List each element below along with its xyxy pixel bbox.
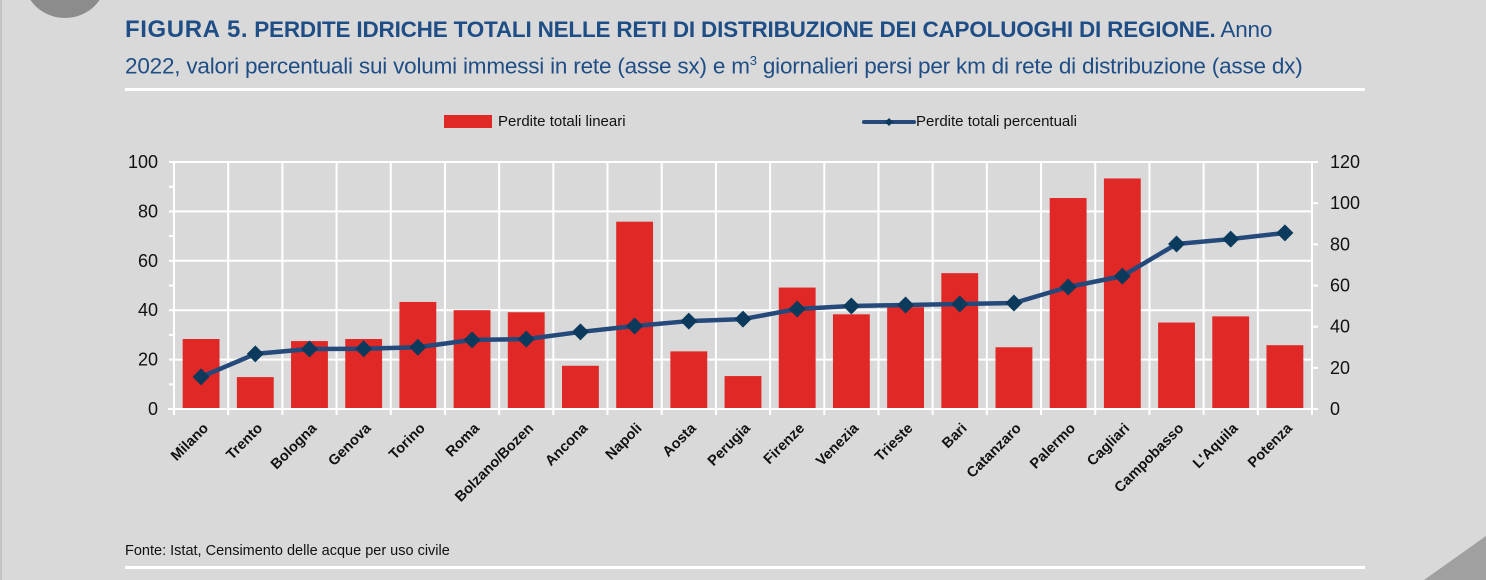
right-axis-tick-label: 60 (1330, 276, 1350, 296)
bar-perugia (724, 376, 762, 409)
left-axis-tick-label: 20 (138, 350, 158, 370)
marker-cagliari (1113, 267, 1131, 285)
bar-aosta (670, 351, 708, 409)
figure-label: FIGURA 5. (125, 16, 249, 43)
figure-main-title: PERDITE IDRICHE TOTALI NELLE RETI DI DIS… (254, 17, 1216, 42)
left-axis-tick-label: 100 (128, 152, 158, 172)
x-axis-category-label: Catanzaro (964, 420, 1025, 481)
marker-campobasso (1168, 235, 1186, 253)
bar-trento (236, 377, 274, 409)
marker-ancona (571, 323, 589, 341)
marker-l-aquila (1222, 230, 1240, 248)
bar-venezia (832, 314, 870, 409)
right-axis-tick-label: 120 (1330, 152, 1360, 172)
marker-trieste (897, 296, 915, 314)
x-axis-category-label: Cagliari (1084, 421, 1133, 470)
figure-title: FIGURA 5. PERDITE IDRICHE TOTALI NELLE R… (125, 14, 1375, 82)
right-axis-tick-label: 100 (1330, 193, 1360, 213)
bar-catanzaro (995, 347, 1033, 409)
x-axis-category-label: Torino (386, 420, 429, 463)
legend-label-line: Perdite totali percentuali (916, 113, 1077, 130)
marker-bologna (300, 340, 318, 358)
x-axis-category-label: Bologna (268, 420, 321, 473)
x-axis-category-label: Bari (939, 421, 970, 452)
bar-cagliari (1103, 178, 1141, 409)
marker-bolzano-bozen (517, 330, 535, 348)
marker-bari (951, 295, 969, 313)
marker-potenza (1276, 224, 1294, 242)
left-axis-tick-label: 40 (138, 300, 158, 320)
legend-label-bars: Perdite totali lineari (498, 113, 626, 130)
x-axis-category-label: Firenze (761, 421, 808, 468)
x-axis-category-label: Ancona (542, 420, 592, 470)
figure-subtitle: 2022, valori percentuali sui volumi imme… (125, 45, 1375, 82)
marker-catanzaro (1005, 294, 1023, 312)
legend-bar-swatch (444, 115, 492, 128)
marker-firenze (788, 300, 806, 318)
x-axis-category-label: Trento (223, 420, 266, 463)
bar-ancona (562, 365, 599, 409)
x-axis-category-label: Genova (326, 420, 376, 470)
bar-potenza (1266, 345, 1304, 409)
page-edge (0, 0, 2, 580)
x-axis-category-label: Perugia (705, 420, 755, 470)
bar-napoli (616, 221, 654, 409)
x-axis-category-label: Potenza (1245, 420, 1296, 471)
right-axis-tick-label: 0 (1330, 399, 1340, 419)
marker-roma (463, 331, 481, 349)
bar-l-aquila (1212, 316, 1250, 409)
legend-item-line: Perdite totali percentuali (862, 113, 1077, 130)
bar-trieste (887, 307, 924, 409)
right-axis-tick-label: 20 (1330, 358, 1350, 378)
footer-rule (125, 566, 1365, 569)
marker-napoli (626, 317, 644, 335)
bar-campobasso (1158, 322, 1195, 409)
subtitle-part-2: giornalieri persi per km di rete di dist… (756, 53, 1303, 79)
x-axis-category-label: Aosta (660, 420, 700, 460)
left-axis-tick-label: 60 (138, 251, 158, 271)
marker-palermo (1059, 278, 1077, 296)
bar-palermo (1049, 198, 1087, 409)
bar-bari (941, 273, 979, 409)
right-axis-tick-label: 80 (1330, 234, 1350, 254)
x-axis-category-label: Trieste (872, 421, 916, 465)
left-axis-tick-label: 80 (138, 201, 158, 221)
decorative-corner (1424, 536, 1486, 580)
bar-bolzano-bozen (507, 312, 545, 409)
marker-perugia (734, 310, 752, 328)
x-axis-category-label: L'Aquila (1190, 420, 1242, 472)
x-axis-category-label: Roma (443, 420, 483, 460)
legend-item-bars: Perdite totali lineari (444, 113, 626, 130)
marker-milano (192, 368, 210, 386)
x-axis-category-label: Venezia (813, 420, 863, 470)
figure-title-tail: Anno (1220, 17, 1273, 42)
marker-venezia (842, 297, 860, 315)
right-axis-tick-label: 40 (1330, 317, 1350, 337)
marker-trento (246, 345, 264, 363)
line-series (192, 224, 1294, 386)
legend-line-swatch (862, 117, 916, 126)
source-note: Fonte: Istat, Censimento delle acque per… (125, 543, 450, 559)
subtitle-part-1: 2022, valori percentuali sui volumi imme… (125, 53, 750, 79)
subtitle-sup: 3 (749, 53, 757, 68)
x-axis-category-label: Napoli (603, 421, 646, 464)
marker-genova (355, 340, 373, 358)
bar-roma (453, 310, 491, 409)
marker-torino (409, 338, 427, 356)
marker-aosta (680, 312, 698, 330)
x-axis-category-label: Milano (168, 420, 212, 464)
left-axis-tick-label: 0 (148, 399, 158, 419)
x-axis-category-label: Palermo (1027, 420, 1079, 472)
bars (182, 178, 1304, 409)
title-rule (125, 88, 1365, 91)
